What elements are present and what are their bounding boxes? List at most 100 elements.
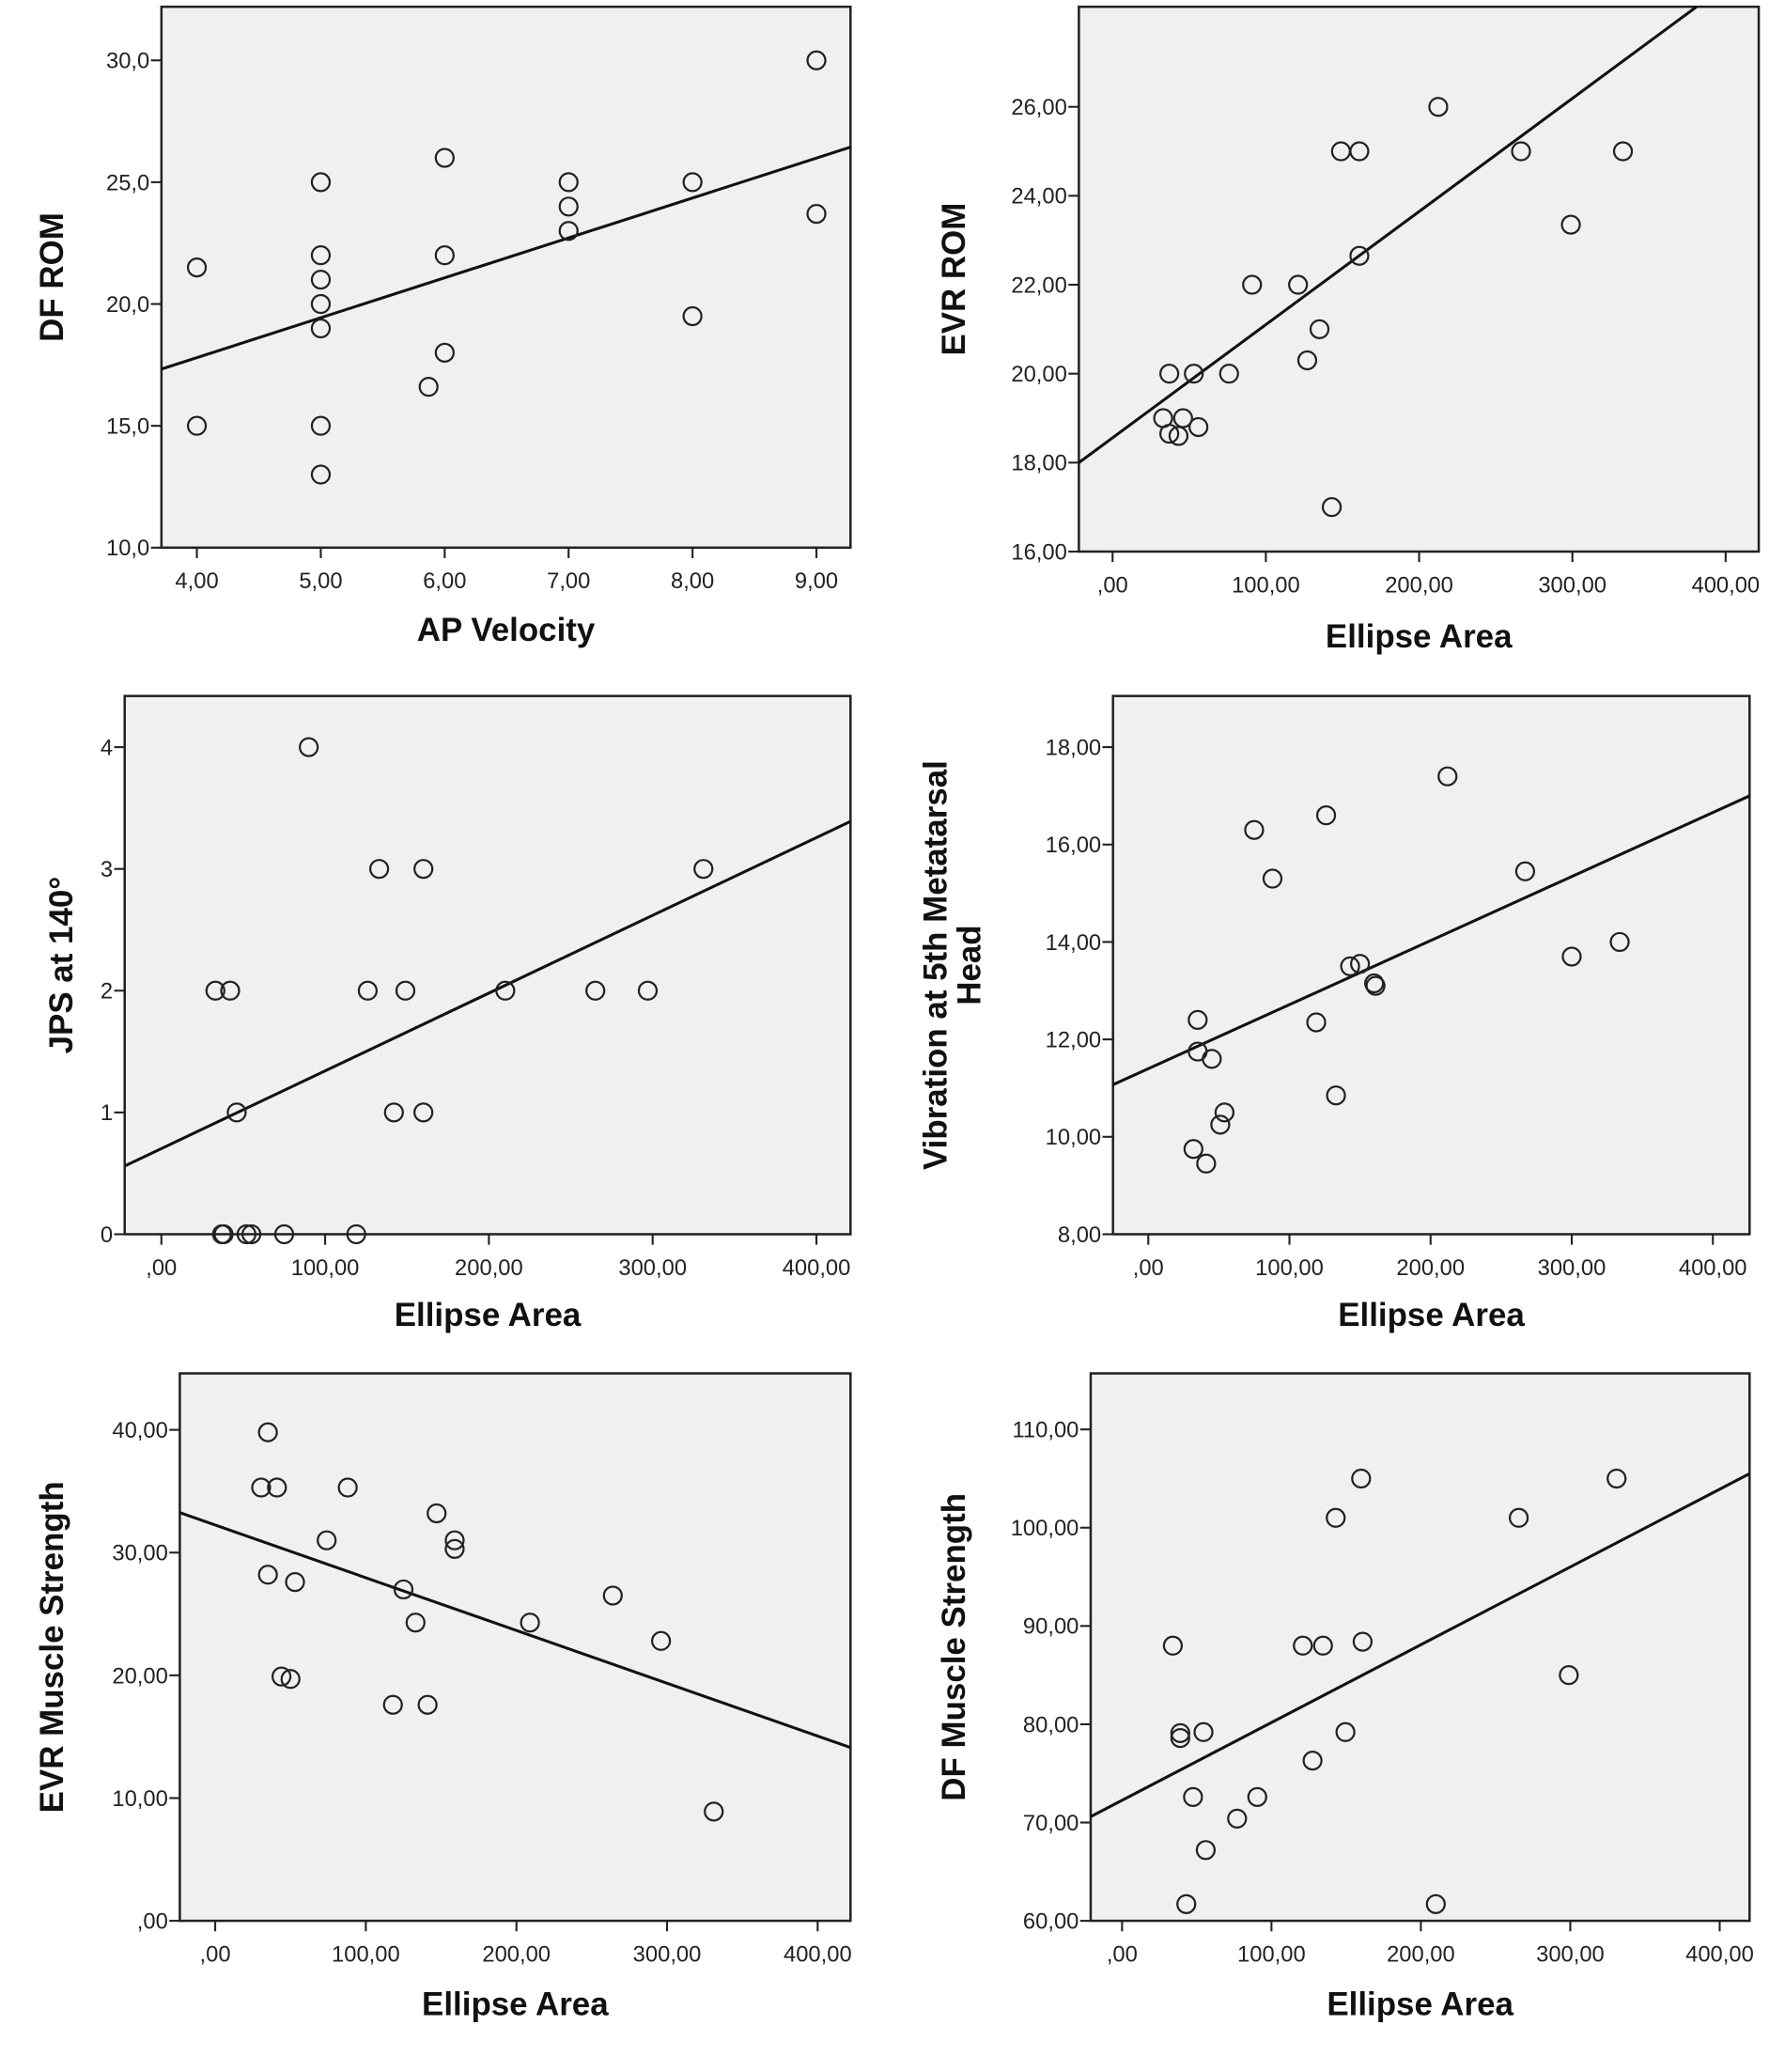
data-point	[285, 1571, 305, 1593]
data-point	[434, 148, 455, 168]
data-point	[1352, 1631, 1374, 1652]
data-point	[558, 196, 579, 217]
y-tick-label: 20,0	[106, 292, 149, 318]
x-tick-label: 100,00	[1232, 572, 1300, 598]
data-point	[682, 305, 703, 327]
y-axis-title: EVR Muscle Strength	[34, 1481, 70, 1813]
scatter-panel-2: 16,00 18,00 20,00 22,00 24,00 26,00 ,00 100,00 2…	[936, 5, 1761, 655]
data-point	[310, 172, 332, 193]
data-point	[1187, 1009, 1208, 1030]
scatter-panel-3: 0 1 2 3 4 ,00 100,00 200,00 300,00 400,00 Ellipse …	[43, 694, 852, 1333]
data-point	[1612, 141, 1634, 162]
data-point	[395, 980, 416, 1001]
data-point	[236, 1223, 257, 1245]
y-tick-label: 18,00	[1011, 451, 1066, 476]
data-point	[1349, 245, 1370, 266]
plot-area	[1078, 5, 1761, 553]
y-tick-label: 15,0	[106, 414, 149, 440]
x-tick-label: 300,00	[1536, 1941, 1605, 1967]
data-point	[1340, 956, 1360, 976]
y-tick-label: 26,00	[1011, 95, 1066, 120]
plot-area	[178, 1372, 852, 1923]
y-tick-label: 3	[101, 857, 113, 882]
y-tick-label: 22,00	[1011, 273, 1066, 298]
x-axis-title: Ellipse Area	[422, 1986, 609, 2023]
data-point	[1170, 1722, 1190, 1743]
data-point	[1302, 1751, 1323, 1771]
data-point	[520, 1612, 540, 1633]
scatter-panel-1: 10,0 15,0 20,0 25,0 30,0 4,00 5,00 6,00 7,00 8,00…	[34, 5, 852, 648]
data-point	[1606, 1468, 1627, 1489]
y-tick-label: 16,00	[1011, 539, 1066, 565]
data-point	[186, 415, 208, 436]
y-tick-label: 20,00	[1011, 362, 1066, 387]
data-point	[1183, 1786, 1203, 1807]
data-point	[413, 859, 434, 880]
data-point	[1196, 1153, 1217, 1174]
data-point	[357, 980, 379, 1001]
data-point	[267, 1477, 287, 1498]
x-tick-label: 200,00	[1387, 1941, 1455, 1967]
x-tick-label: 400,00	[784, 1941, 852, 1967]
x-tick-label: 200,00	[1385, 572, 1453, 598]
data-point	[310, 318, 332, 339]
data-point	[393, 1579, 414, 1600]
y-tick-label: 70,00	[1023, 1811, 1079, 1836]
data-point	[1508, 1507, 1529, 1528]
data-point	[1296, 350, 1318, 371]
data-point	[495, 980, 516, 1001]
data-point	[310, 245, 332, 266]
y-tick-label: 2	[101, 979, 113, 1005]
x-axis-title: Ellipse Area	[395, 1297, 582, 1333]
y-tick-label: 30,0	[106, 49, 149, 74]
y-tick-label: 90,00	[1023, 1614, 1079, 1640]
data-point	[585, 980, 606, 1001]
y-tick-label: 30,00	[112, 1541, 167, 1566]
data-point	[271, 1666, 292, 1687]
data-point	[257, 1565, 278, 1585]
y-tick-label: 25,0	[106, 170, 149, 195]
data-point	[382, 1694, 403, 1715]
data-point	[1349, 141, 1370, 162]
x-tick-label: 6,00	[423, 569, 466, 594]
y-axis-title: DF ROM	[34, 212, 70, 342]
data-point	[1560, 214, 1581, 235]
y-axis-title: Head	[952, 925, 988, 1005]
data-point	[226, 1102, 247, 1123]
data-point	[1195, 1840, 1217, 1861]
y-tick-label: 10,0	[106, 536, 149, 561]
x-tick-label: 400,00	[783, 1255, 851, 1281]
x-tick-label: ,00	[1097, 572, 1128, 598]
data-point	[280, 1669, 301, 1690]
x-tick-label: 4,00	[175, 569, 218, 594]
y-axis-title: Vibration at 5th Metatarsal	[917, 760, 954, 1170]
y-tick-label: 100,00	[1011, 1516, 1079, 1541]
regression-line	[1112, 794, 1750, 1086]
x-axis-title: Ellipse Area	[1338, 1297, 1525, 1333]
x-tick-label: 300,00	[618, 1255, 687, 1281]
data-point	[1425, 1893, 1446, 1914]
data-point	[1193, 1721, 1214, 1742]
plot-area	[123, 694, 852, 1236]
data-point	[558, 172, 579, 193]
data-point	[1162, 1635, 1184, 1656]
data-point	[1351, 1468, 1372, 1489]
data-point	[1326, 1507, 1346, 1528]
y-tick-label: 20,00	[112, 1663, 167, 1689]
data-point	[704, 1801, 724, 1822]
data-point	[186, 257, 208, 278]
data-point	[310, 293, 332, 315]
x-tick-label: 200,00	[482, 1941, 551, 1967]
data-point	[1202, 1049, 1222, 1069]
data-point	[434, 342, 455, 363]
y-tick-label: 12,00	[1046, 1027, 1101, 1052]
y-tick-label: 1	[101, 1100, 113, 1126]
x-tick-label: 8,00	[671, 569, 714, 594]
data-point	[310, 464, 332, 485]
x-tick-label: 5,00	[299, 569, 342, 594]
data-point	[1159, 423, 1180, 444]
x-tick-label: 100,00	[1237, 1941, 1306, 1967]
data-point	[427, 1503, 447, 1524]
regression-line	[178, 1511, 851, 1750]
y-tick-label: 40,00	[112, 1418, 167, 1443]
